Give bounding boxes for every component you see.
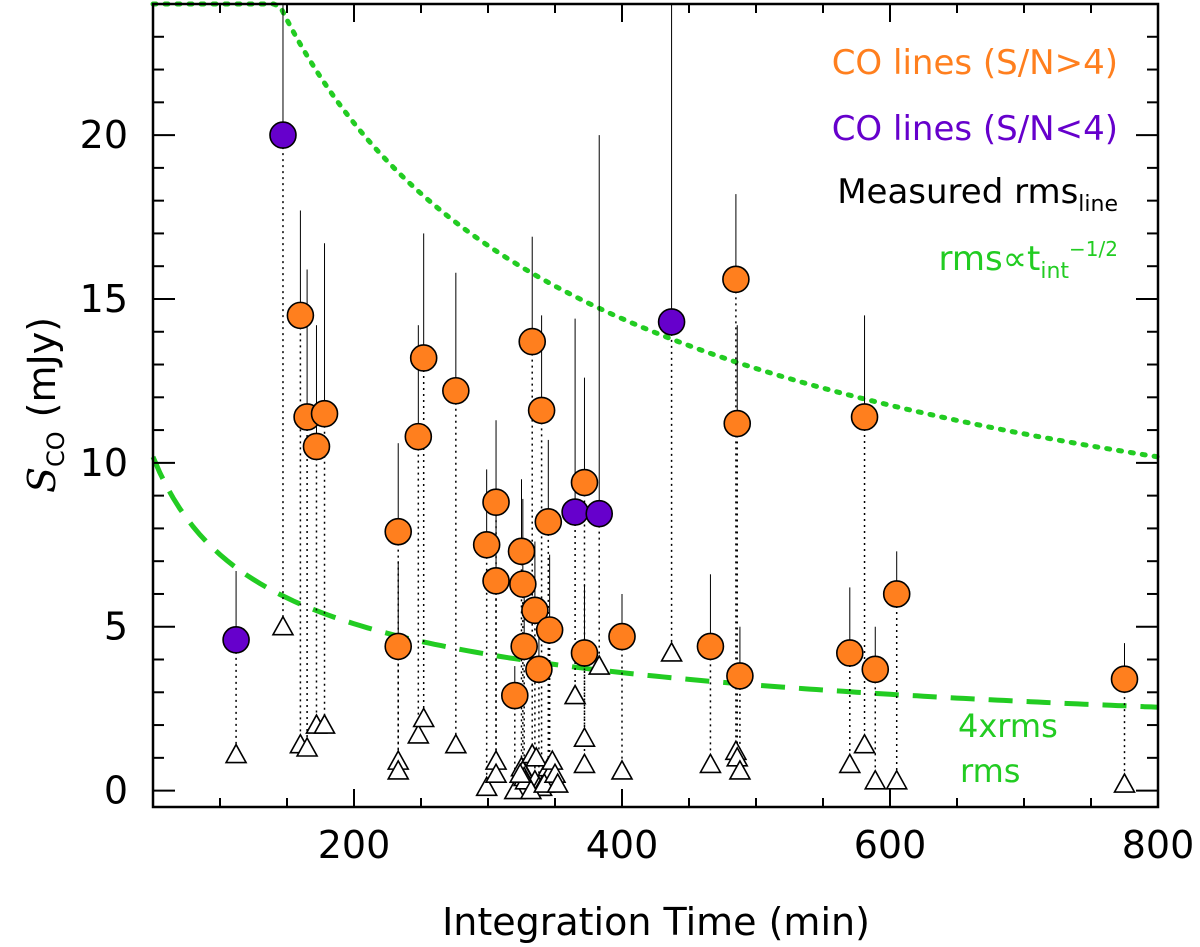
legend: CO lines (S/N>4) CO lines (S/N<4) Measur… xyxy=(832,43,1118,284)
annotation-4xrms: 4xrms xyxy=(958,707,1058,745)
y-axis-unit: (mJy) xyxy=(20,317,64,417)
point-high-sn xyxy=(384,517,413,546)
point-high-sn xyxy=(510,632,538,661)
x-tick-label: 400 xyxy=(586,823,659,867)
y-axis-subscript: CO xyxy=(42,431,70,467)
legend-entry-low-sn: CO lines (S/N<4) xyxy=(832,109,1118,149)
rms-triangle xyxy=(573,752,596,774)
point-high-sn xyxy=(302,432,331,461)
svg-text:SCO(mJy): SCO (mJy) xyxy=(20,317,70,493)
model-curve-rms xyxy=(150,455,1159,710)
rms-triangle xyxy=(475,775,499,797)
rms-triangle xyxy=(587,654,611,675)
rms-triangle xyxy=(508,762,532,784)
point-high-sn xyxy=(534,508,563,536)
point-low-sn xyxy=(269,121,297,149)
plot-frame xyxy=(151,2,1160,809)
rms-triangle xyxy=(412,706,436,728)
point-high-sn xyxy=(882,580,911,608)
y-axis-title: SCO (mJy) xyxy=(20,317,70,493)
point-high-sn xyxy=(1110,665,1139,693)
rms-triangle xyxy=(313,713,336,734)
point-high-sn xyxy=(722,265,750,294)
point-high-sn xyxy=(500,681,529,710)
rms-triangle xyxy=(863,769,887,790)
model-curve-4xrms xyxy=(150,1,1161,460)
point-high-sn xyxy=(608,622,636,651)
point-high-sn xyxy=(286,301,315,330)
rms-triangle xyxy=(660,641,683,662)
rms-triangle xyxy=(885,769,909,790)
point-high-sn xyxy=(521,596,549,625)
rms-triangle xyxy=(224,742,248,764)
point-low-sn xyxy=(585,499,614,528)
x-axis-title: Integration Time (min) xyxy=(442,900,870,944)
point-low-sn xyxy=(561,498,589,526)
point-low-sn xyxy=(657,308,686,336)
point-high-sn xyxy=(310,399,339,428)
point-high-sn xyxy=(409,344,438,372)
y-tick-label: 15 xyxy=(80,277,128,321)
point-low-sn xyxy=(222,626,250,654)
legend-entry-rms-model: rms∝tint−1/2 xyxy=(939,237,1118,284)
y-axis-symbol: S xyxy=(20,467,64,493)
point-high-sn xyxy=(723,409,752,438)
point-high-sn xyxy=(850,403,879,431)
rms-triangle xyxy=(503,778,527,800)
rms-triangle xyxy=(524,746,548,767)
point-high-sn xyxy=(442,376,470,405)
point-high-sn xyxy=(482,488,510,516)
point-high-sn xyxy=(482,567,510,595)
point-high-sn xyxy=(570,639,599,667)
point-high-sn xyxy=(509,570,537,598)
rms-triangle xyxy=(838,752,862,774)
point-high-sn xyxy=(570,468,599,497)
point-high-sn xyxy=(527,396,556,425)
rms-triangle xyxy=(406,723,430,744)
annotation-rms: rms xyxy=(960,752,1020,790)
rms-triangle xyxy=(1113,772,1136,793)
rms-triangle xyxy=(546,772,570,793)
x-tick-label: 800 xyxy=(1122,823,1195,867)
rms-triangle xyxy=(610,759,634,780)
x-tick-label: 600 xyxy=(854,823,927,867)
point-high-sn xyxy=(835,639,864,667)
point-high-sn xyxy=(518,327,547,356)
y-tick-label: 0 xyxy=(104,769,128,813)
y-tick-label: 10 xyxy=(80,441,128,485)
point-high-sn xyxy=(535,616,564,644)
point-high-sn xyxy=(507,537,536,566)
rms-triangle xyxy=(853,733,876,754)
legend-entry-high-sn: CO lines (S/N>4) xyxy=(832,43,1118,83)
rms-triangle xyxy=(271,615,295,636)
point-high-sn xyxy=(384,632,413,661)
rms-triangle xyxy=(728,759,752,780)
rms-triangle xyxy=(295,736,319,757)
rms-triangle xyxy=(444,733,468,754)
rms-triangle xyxy=(386,759,410,780)
point-high-sn xyxy=(404,422,433,451)
point-high-sn xyxy=(472,530,501,559)
point-high-sn xyxy=(696,632,725,661)
rms-triangle xyxy=(573,726,596,747)
point-high-sn xyxy=(726,662,754,690)
rms-triangle xyxy=(563,683,587,705)
point-high-sn xyxy=(525,655,553,684)
rms-triangle xyxy=(540,749,564,770)
y-tick-label: 20 xyxy=(80,113,128,157)
point-high-sn xyxy=(861,655,890,684)
rms-triangle xyxy=(484,762,508,784)
rms-triangle xyxy=(699,752,722,774)
x-tick-label: 200 xyxy=(318,823,391,867)
y-tick-label: 5 xyxy=(104,605,128,649)
legend-entry-measured-rms: Measured rmsline xyxy=(837,172,1118,217)
